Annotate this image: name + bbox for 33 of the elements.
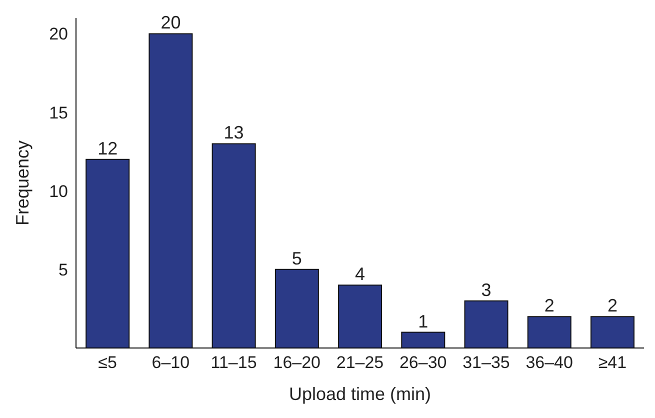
- y-tick-label: 20: [49, 24, 68, 44]
- data-label: 13: [224, 122, 244, 143]
- x-tick-label: 16–20: [273, 353, 321, 372]
- bar: [86, 158, 130, 348]
- bar: [338, 284, 382, 348]
- data-label: 2: [607, 296, 618, 316]
- data-label: 20: [160, 12, 181, 33]
- y-tick-label: 10: [49, 182, 68, 201]
- data-label: 1: [418, 311, 428, 332]
- y-tick-label: 15: [49, 103, 68, 122]
- data-label: 12: [98, 138, 118, 158]
- x-tick-label: 6–10: [152, 353, 190, 372]
- x-tick-label: 11–15: [210, 353, 257, 372]
- x-axis-title: Upload time (min): [288, 384, 432, 404]
- x-tick-label: 26–30: [399, 353, 447, 372]
- bar: [590, 316, 634, 348]
- bar: [464, 300, 508, 348]
- bar: [274, 268, 319, 348]
- data-label: 5: [292, 248, 302, 268]
- x-tick-label: ≥41: [598, 353, 627, 372]
- x-tick-label: 31–35: [462, 353, 510, 372]
- bar: [401, 332, 446, 348]
- bar: [212, 143, 256, 348]
- x-tick-label: 36–40: [526, 353, 573, 372]
- y-tick-label: 5: [58, 260, 68, 280]
- x-tick-label: ≤5: [98, 353, 117, 372]
- bar: [148, 33, 193, 348]
- data-label: 3: [481, 280, 492, 300]
- bar: [527, 316, 572, 348]
- x-tick-label: 21–25: [336, 353, 384, 372]
- y-axis-title: Frequency: [12, 140, 32, 226]
- data-label: 2: [544, 296, 554, 316]
- data-label: 4: [355, 264, 366, 284]
